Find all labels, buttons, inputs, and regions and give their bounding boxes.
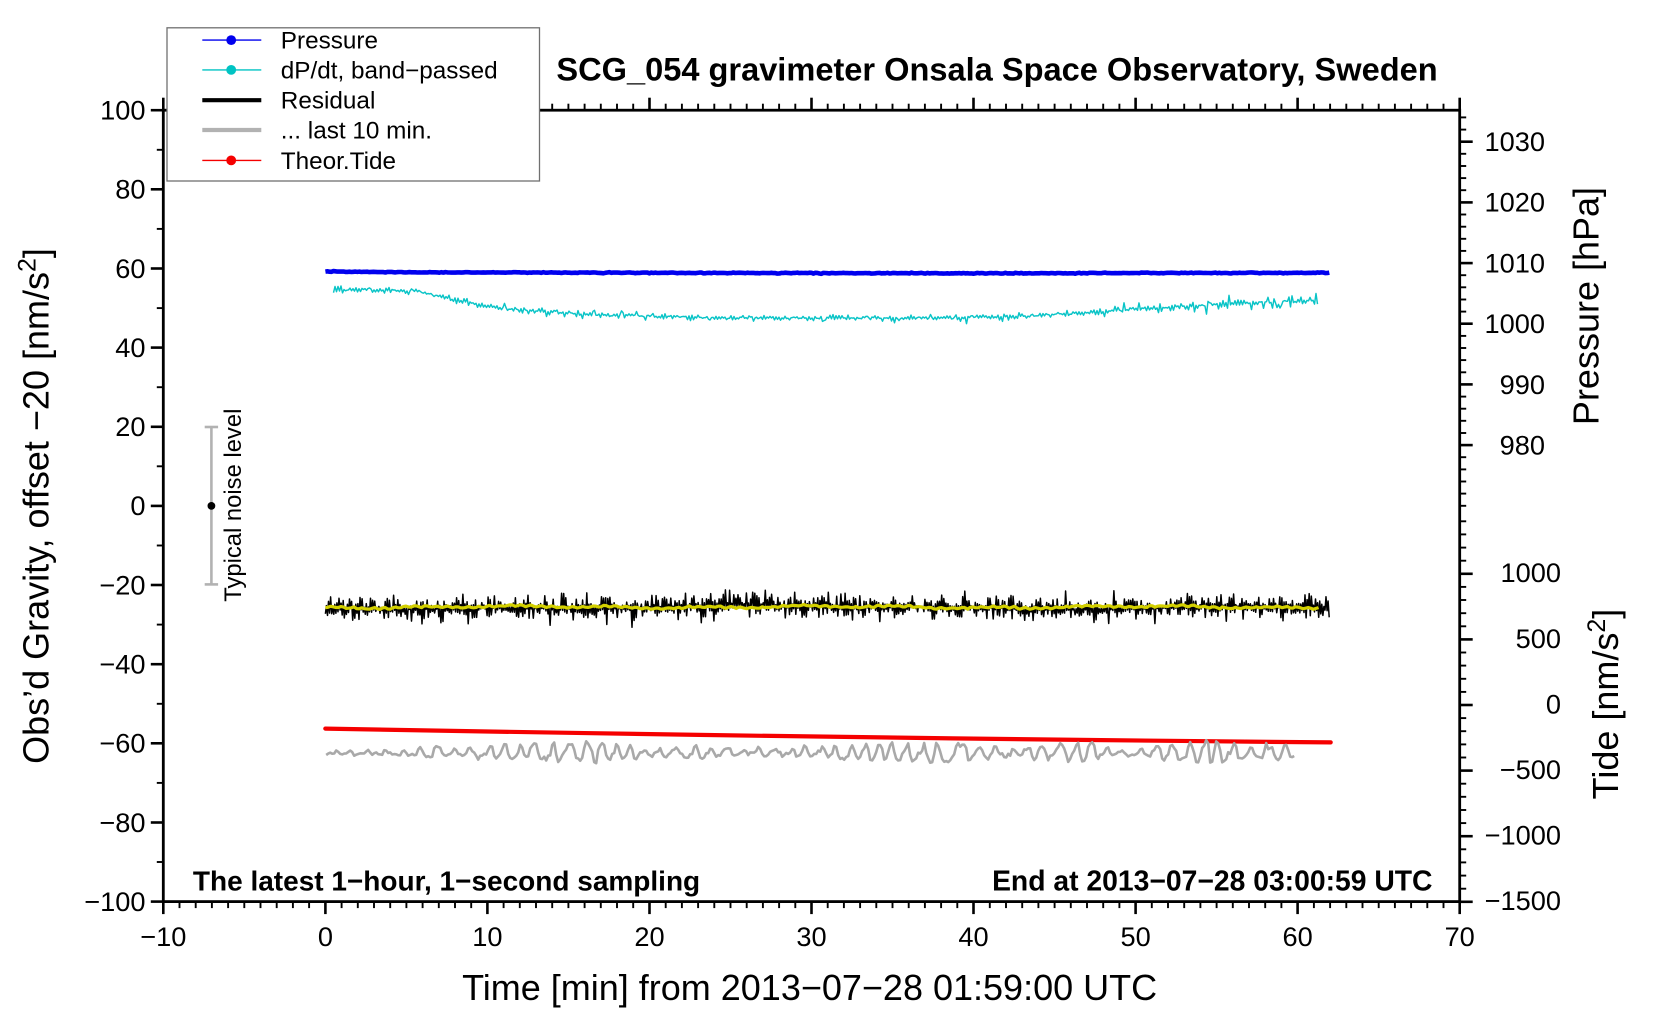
svg-text:Pressure: Pressure: [281, 28, 378, 55]
svg-text:Pressure [hPa]: Pressure [hPa]: [1566, 187, 1607, 425]
svg-text:−1000: −1000: [1485, 820, 1561, 851]
svg-text:70: 70: [1445, 921, 1475, 952]
svg-text:Tide [nm/s2]: Tide [nm/s2]: [1583, 609, 1626, 800]
svg-text:30: 30: [796, 921, 826, 952]
svg-text:500: 500: [1516, 623, 1561, 654]
svg-text:0: 0: [318, 921, 333, 952]
svg-text:1020: 1020: [1485, 187, 1545, 218]
svg-text:−60: −60: [99, 728, 145, 759]
svg-text:−100: −100: [84, 886, 145, 917]
svg-text:40: 40: [958, 921, 988, 952]
svg-text:Time [min] from 2013−07−28 01:: Time [min] from 2013−07−28 01:59:00 UTC: [462, 967, 1157, 1008]
svg-text:1000: 1000: [1485, 308, 1545, 339]
svg-text:SCG_054 gravimeter Onsala Spac: SCG_054 gravimeter Onsala Space Observat…: [556, 51, 1437, 88]
svg-text:−1500: −1500: [1485, 885, 1561, 916]
svg-text:60: 60: [1282, 921, 1312, 952]
svg-text:dP/dt, band−passed: dP/dt, band−passed: [281, 57, 498, 84]
svg-text:−20: −20: [99, 569, 145, 600]
svg-text:Obs’d Gravity, offset −20 [nm/: Obs’d Gravity, offset −20 [nm/s2]: [14, 248, 57, 764]
svg-text:80: 80: [115, 174, 145, 205]
svg-text:Residual: Residual: [281, 88, 376, 115]
svg-text:20: 20: [115, 411, 145, 442]
svg-text:60: 60: [115, 253, 145, 284]
svg-text:50: 50: [1120, 921, 1150, 952]
svg-text:0: 0: [1546, 688, 1561, 719]
svg-text:−10: −10: [140, 921, 186, 952]
svg-text:980: 980: [1500, 429, 1545, 460]
svg-text:100: 100: [100, 95, 145, 126]
svg-text:−80: −80: [99, 807, 145, 838]
svg-text:The latest 1−hour, 1−second sa: The latest 1−hour, 1−second sampling: [193, 866, 700, 897]
svg-text:... last 10 min.: ... last 10 min.: [281, 117, 432, 144]
svg-text:990: 990: [1500, 369, 1545, 400]
svg-text:Typical noise level: Typical noise level: [220, 409, 247, 602]
svg-text:1010: 1010: [1485, 247, 1545, 278]
svg-text:1000: 1000: [1501, 557, 1561, 588]
svg-text:20: 20: [634, 921, 664, 952]
svg-text:End at 2013−07−28 03:00:59 UTC: End at 2013−07−28 03:00:59 UTC: [992, 865, 1432, 897]
svg-text:−500: −500: [1500, 754, 1561, 785]
svg-text:0: 0: [130, 490, 145, 521]
svg-text:−40: −40: [99, 649, 145, 680]
svg-text:10: 10: [472, 921, 502, 952]
svg-text:1030: 1030: [1485, 126, 1545, 157]
svg-text:Theor.Tide: Theor.Tide: [281, 148, 396, 175]
svg-text:40: 40: [115, 332, 145, 363]
